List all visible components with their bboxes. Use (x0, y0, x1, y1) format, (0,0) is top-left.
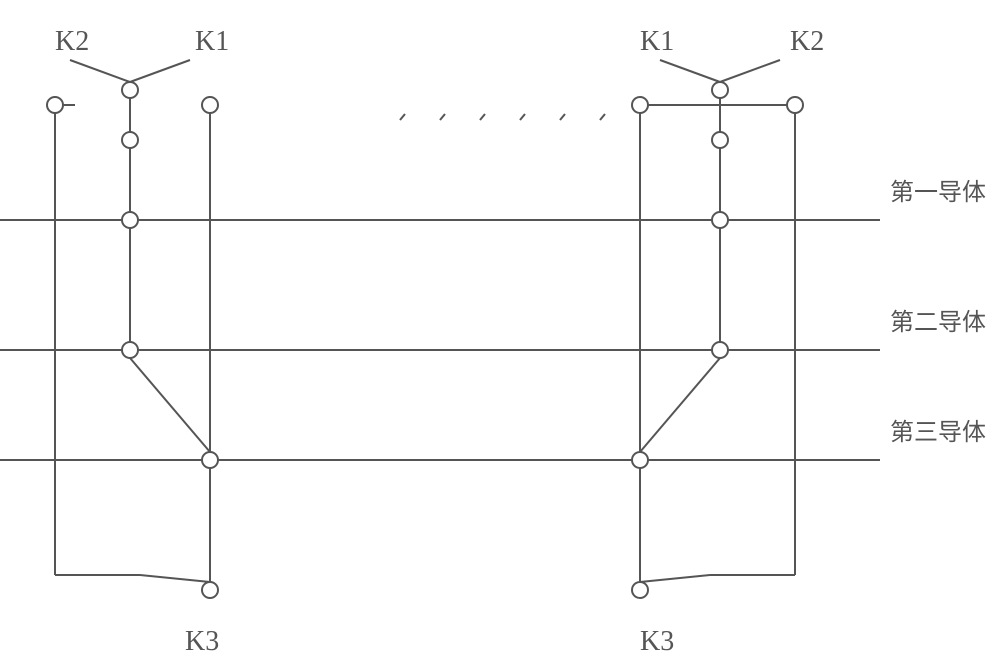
left-c3-tap (202, 452, 218, 468)
right-spdt-arm-left (660, 60, 720, 82)
conductor-2-label: 第二导体 (890, 309, 986, 336)
right-left-loop-term (632, 97, 648, 113)
left-k3-arm (140, 575, 210, 582)
left-left-loop-term (47, 97, 63, 113)
ellipsis-tick (520, 114, 525, 120)
top-label-0: K2 (55, 26, 89, 57)
right-c1-tap (712, 212, 728, 228)
right-right-loop-term (787, 97, 803, 113)
top-label-1: K1 (195, 26, 229, 57)
left-spdt-arm-right (130, 60, 190, 82)
ellipsis-tick (600, 114, 605, 120)
right-c2-to-c3-diag (640, 358, 720, 452)
left-c2-to-c3-diag (130, 358, 210, 452)
top-label-3: K2 (790, 26, 824, 57)
top-label-2: K1 (640, 26, 674, 57)
left-k3-pivot (202, 582, 218, 598)
left-top-pivot (122, 82, 138, 98)
left-c1-tap (122, 212, 138, 228)
right-k3-arm (640, 575, 710, 582)
ellipsis-tick (560, 114, 565, 120)
bottom-label-1: K3 (640, 626, 674, 657)
left-right-loop-term (202, 97, 218, 113)
ellipsis-tick (480, 114, 485, 120)
left-spdt-arm-left (70, 60, 130, 82)
conductor-1-label: 第一导体 (890, 179, 986, 206)
ellipsis-tick (400, 114, 405, 120)
ellipsis-tick (440, 114, 445, 120)
right-k3-pivot (632, 582, 648, 598)
right-pivot-stub-end (712, 132, 728, 148)
right-top-pivot (712, 82, 728, 98)
left-c2-tap (122, 342, 138, 358)
right-c3-tap (632, 452, 648, 468)
right-c2-tap (712, 342, 728, 358)
conductor-3-label: 第三导体 (890, 419, 986, 446)
bottom-label-0: K3 (185, 626, 219, 657)
right-spdt-arm-right (720, 60, 780, 82)
left-pivot-stub-end (122, 132, 138, 148)
